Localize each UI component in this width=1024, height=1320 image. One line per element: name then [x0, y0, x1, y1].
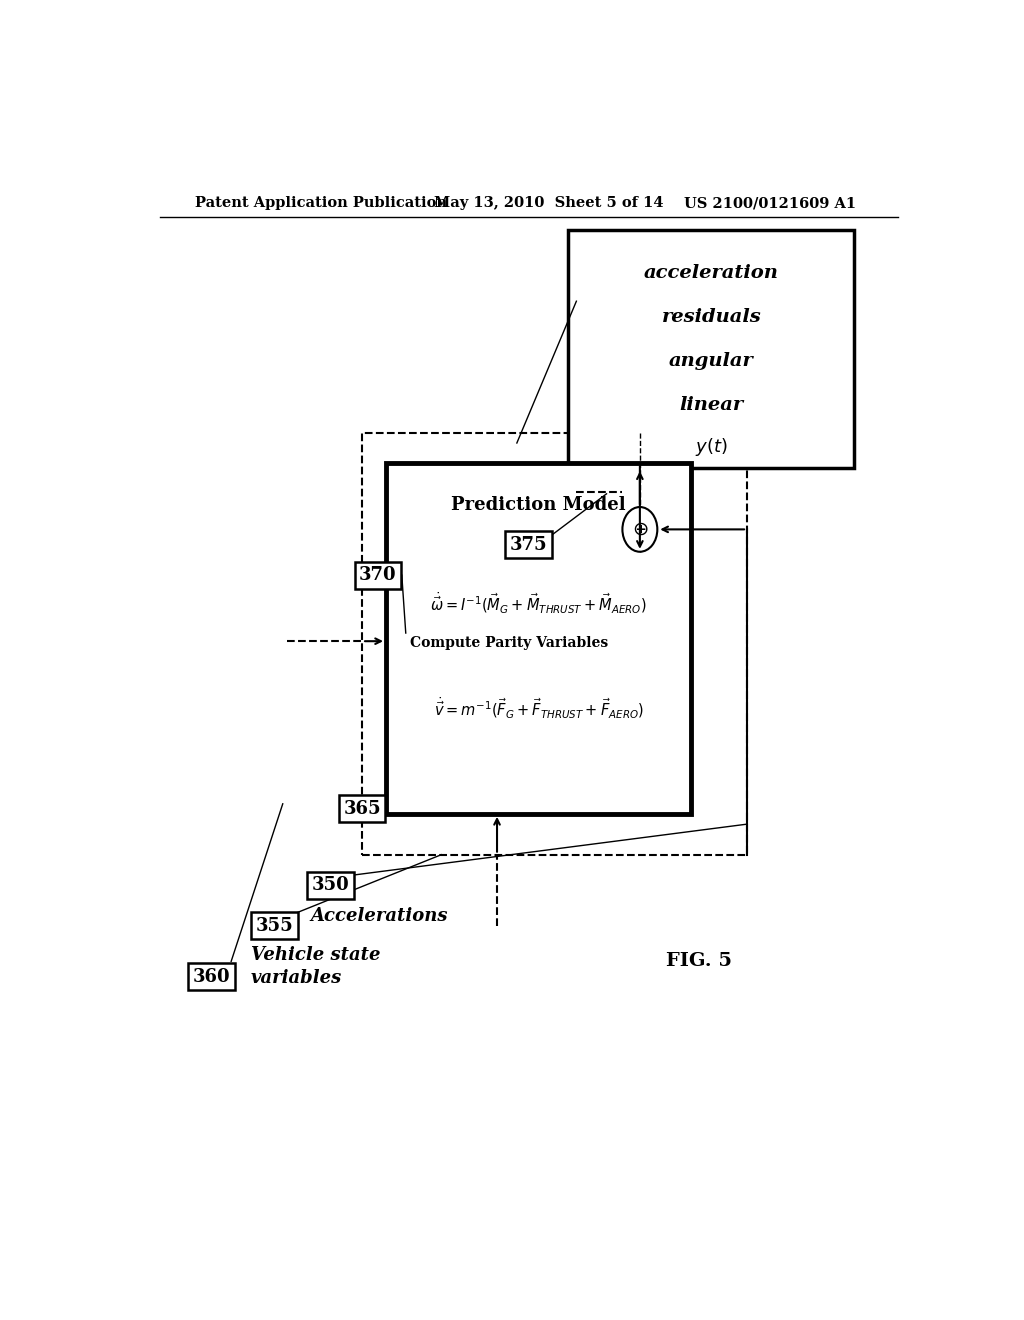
- Text: $y(t)$: $y(t)$: [695, 436, 728, 458]
- Bar: [362, 433, 748, 854]
- Text: US 2100/0121609 A1: US 2100/0121609 A1: [684, 197, 856, 210]
- Bar: [568, 230, 854, 469]
- Text: Accelerations: Accelerations: [310, 907, 449, 924]
- Bar: [386, 463, 691, 814]
- Text: Vehicle state
variables: Vehicle state variables: [251, 946, 381, 986]
- Text: $\oplus$: $\oplus$: [632, 520, 648, 539]
- Text: Prediction Model: Prediction Model: [452, 496, 626, 515]
- Text: 355: 355: [256, 917, 294, 935]
- Text: Compute Parity Variables: Compute Parity Variables: [410, 636, 608, 651]
- Circle shape: [623, 507, 657, 552]
- Text: linear: linear: [679, 396, 743, 414]
- Text: acceleration: acceleration: [644, 264, 778, 281]
- Text: angular: angular: [669, 352, 754, 370]
- Text: 370: 370: [359, 566, 396, 585]
- Text: 365: 365: [343, 800, 381, 818]
- Text: residuals: residuals: [662, 308, 761, 326]
- Text: 360: 360: [193, 968, 230, 986]
- Text: FIG. 5: FIG. 5: [667, 952, 732, 970]
- Text: Patent Application Publication: Patent Application Publication: [196, 197, 447, 210]
- Text: May 13, 2010  Sheet 5 of 14: May 13, 2010 Sheet 5 of 14: [433, 197, 663, 210]
- Text: $\dot{\vec{v}} = m^{-1}(\vec{F}_G + \vec{F}_{THRUST} + \vec{F}_{AERO})$: $\dot{\vec{v}} = m^{-1}(\vec{F}_G + \vec…: [433, 696, 644, 721]
- Text: $\dot{\vec{\omega}} = I^{-1}(\vec{M}_G + \vec{M}_{THRUST} + \vec{M}_{AERO})$: $\dot{\vec{\omega}} = I^{-1}(\vec{M}_G +…: [430, 591, 647, 616]
- Text: 375: 375: [510, 536, 548, 553]
- Text: 350: 350: [311, 876, 349, 894]
